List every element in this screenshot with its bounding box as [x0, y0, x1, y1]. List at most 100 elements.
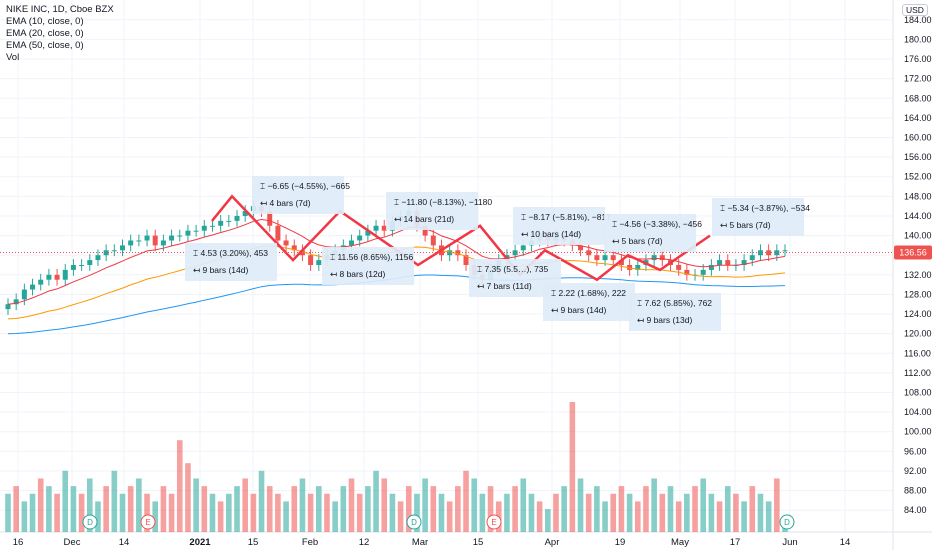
event-circle [486, 514, 502, 530]
candle-body [749, 255, 755, 261]
candle-body [741, 260, 747, 265]
last-price-badge [894, 245, 932, 260]
y-tick-label: 184.00 [904, 15, 932, 25]
symbol-title[interactable]: NIKE INC, 1D, Cboe BZX [6, 4, 114, 15]
candle-body [316, 260, 322, 265]
candle-body [193, 230, 199, 232]
event-label: E [145, 518, 150, 527]
x-tick-label: Jun [782, 537, 797, 548]
measure-box: ⌶ 2.22 (1.68%), 222 ↤ 9 bars (14d) [543, 283, 635, 321]
volume-bar [765, 501, 772, 532]
volume-bar [553, 493, 559, 532]
candle-body [177, 235, 183, 237]
candle-body [70, 265, 76, 270]
x-tick-label: 12 [359, 537, 370, 548]
volume-bar [307, 493, 314, 532]
volume-bar [684, 493, 690, 532]
candle-body [725, 260, 731, 265]
volume-bar [316, 486, 322, 532]
event-marker: E [486, 514, 502, 530]
candle-body [602, 255, 608, 261]
measure-bars-text: ↤ 5 bars (7d) [612, 236, 663, 246]
x-tick-label: 15 [248, 537, 259, 548]
measure-box: ⌶ 11.56 (8.65%), 1156 ↤ 8 bars (12d) [322, 247, 414, 285]
volume-bar [536, 501, 543, 532]
ema10-line [7, 218, 786, 305]
candle-body [144, 235, 150, 241]
candle-body [136, 240, 142, 242]
volume-bar [144, 493, 150, 532]
measure-box: ⌶ −4.56 (−3.38%), −456 ↤ 5 bars (7d) [604, 214, 702, 252]
zigzag-pattern [211, 194, 711, 282]
volume-bar [46, 486, 52, 532]
candle-body [357, 235, 363, 241]
measure-bars-text: ↤ 7 bars (11d) [477, 281, 532, 291]
currency-badge[interactable]: USD [902, 4, 928, 16]
volume-bar [78, 493, 85, 532]
measure-bars-text: ↤ 5 bars (7d) [720, 220, 771, 230]
measure-bars-text: ↤ 4 bars (7d) [260, 198, 311, 208]
candle-body [30, 284, 36, 290]
candle-body [349, 240, 355, 246]
measure-price-text: ⌶ −11.80 (−8.13%), −1180 [394, 197, 492, 207]
candle-body [430, 235, 436, 246]
volume-bar [250, 493, 257, 532]
ema50-legend[interactable]: EMA (50, close, 0) [6, 40, 84, 51]
candle-body [381, 225, 387, 231]
measure-price-text: ⌶ 2.22 (1.68%), 222 [551, 288, 626, 298]
y-tick-label: 100.00 [904, 427, 932, 437]
volume-bar [618, 486, 625, 532]
candle-body [87, 260, 93, 265]
candle-body [95, 255, 101, 261]
candle-body [218, 220, 224, 226]
candle-body [684, 269, 690, 275]
candle-body [152, 235, 158, 246]
measure-box: ⌶ 7.62 (5.85%), 762 ↤ 9 bars (13d) [629, 293, 721, 331]
candle-body [283, 240, 289, 246]
candle-body [447, 250, 453, 256]
y-tick-label: 168.00 [904, 93, 932, 103]
volume-bar [757, 493, 764, 532]
measure-box: ⌶ 4.53 (3.20%), 453 ↤ 9 bars (14d) [185, 243, 277, 281]
volume-bar [643, 486, 649, 532]
x-tick-label: Mar [412, 537, 428, 548]
ema10-legend[interactable]: EMA (10, close, 0) [6, 16, 84, 27]
x-tick-label: 15 [473, 537, 484, 548]
candle-body [578, 245, 584, 251]
volume-bar [332, 501, 338, 532]
volume-bar [585, 493, 592, 532]
candle-body [774, 250, 780, 256]
volume-bar [667, 486, 674, 532]
candle-body [676, 265, 682, 270]
candle-body [610, 255, 616, 261]
volume-bar [201, 486, 208, 532]
volume-bar [389, 493, 396, 532]
event-label: D [411, 518, 417, 527]
volume-bar [626, 493, 633, 532]
measure-bars-text: ↤ 9 bars (14d) [551, 305, 606, 315]
candle-body [234, 215, 240, 221]
volume-bar [95, 501, 101, 532]
volume-bar [455, 486, 461, 532]
y-tick-label: 172.00 [904, 74, 932, 84]
volume-bar [438, 493, 445, 532]
candle-body [79, 265, 85, 266]
volume-bar [242, 478, 248, 532]
candle-body [700, 269, 706, 275]
measure-box-bg [543, 283, 635, 321]
x-tick-label: 14 [119, 537, 130, 548]
y-tick-label: 180.00 [904, 34, 932, 44]
candle-body [463, 255, 469, 265]
volume-legend[interactable]: Vol [6, 52, 20, 63]
candle-body [21, 289, 27, 300]
event-circle [140, 514, 156, 530]
volume-bar [414, 493, 420, 532]
ema20-legend[interactable]: EMA (20, close, 0) [6, 28, 84, 39]
candle-body [782, 250, 788, 252]
volume-bar [217, 501, 224, 532]
event-circle [406, 514, 422, 530]
volume-bar [708, 493, 715, 532]
volume-bar [577, 478, 584, 532]
candle-body [659, 255, 665, 261]
